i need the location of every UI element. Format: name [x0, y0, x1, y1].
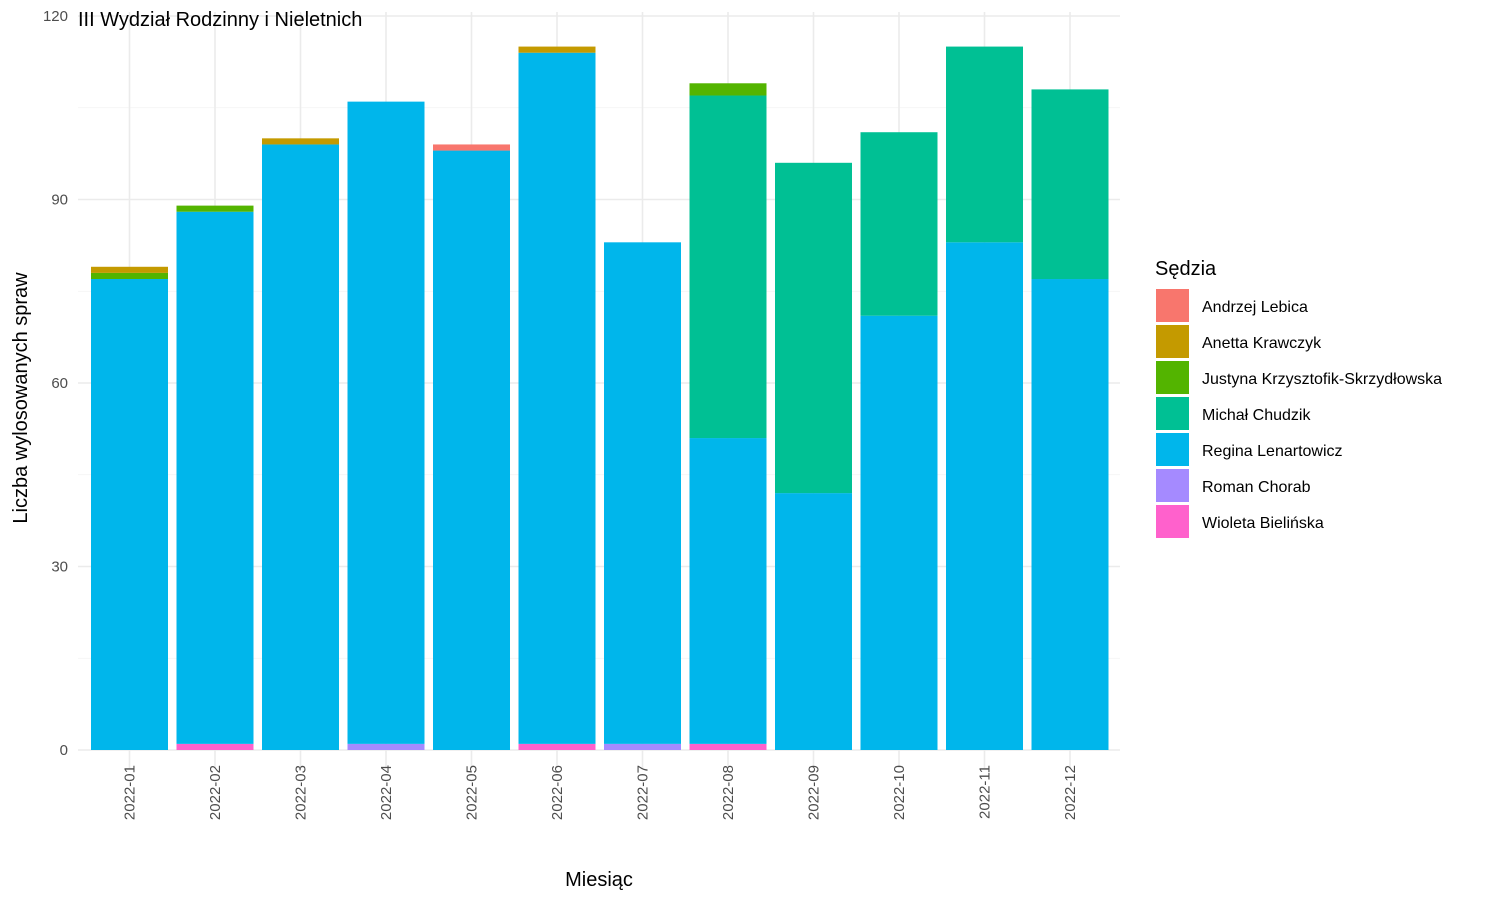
y-tick-label: 30: [51, 559, 68, 576]
x-tick-label: 2022-08: [720, 765, 737, 820]
bar-segment: [91, 279, 168, 750]
bar-segment: [946, 242, 1023, 751]
bar-segment: [518, 46, 596, 53]
legend-label: Regina Lenartowicz: [1202, 443, 1343, 460]
bar-segment: [262, 144, 339, 750]
bar-segment: [860, 315, 938, 750]
x-tick-label: 2022-12: [1062, 765, 1079, 820]
bar-segment: [689, 95, 767, 439]
y-tick-label: 60: [51, 375, 68, 392]
bar-segment: [860, 132, 938, 316]
y-axis-ticks: 0 30 60 90 120: [43, 8, 68, 759]
legend-title: Sędzia: [1155, 258, 1217, 280]
bar-segment: [176, 211, 254, 744]
x-axis-ticks: 2022-01 2022-02 2022-03 2022-04 2022-05 2022-…: [122, 765, 1080, 820]
bar-segment: [946, 46, 1023, 243]
legend-label: Michał Chudzik: [1202, 407, 1311, 424]
bar-segment: [433, 150, 510, 751]
y-tick-label: 0: [60, 742, 68, 759]
bar-segment: [433, 144, 510, 151]
x-tick-label: 2022-07: [635, 765, 652, 820]
bar-segment: [604, 743, 681, 750]
legend-label: Roman Chorab: [1202, 479, 1311, 496]
legend-swatch: [1156, 505, 1189, 538]
x-tick-label: 2022-09: [806, 765, 823, 820]
legend-swatch: [1156, 433, 1189, 466]
bar-segment: [604, 242, 681, 744]
legend-swatch: [1156, 325, 1189, 358]
bar-segment: [176, 743, 254, 750]
bar-segment: [689, 438, 767, 744]
bar-segment: [1031, 89, 1109, 280]
x-tick-label: 2022-01: [122, 765, 139, 820]
legend-swatch: [1156, 397, 1189, 430]
x-tick-label: 2022-03: [293, 765, 310, 820]
legend-label: Justyna Krzysztofik-Skrzydłowska: [1202, 371, 1442, 388]
x-tick-label: 2022-06: [549, 765, 566, 820]
bar-segment: [91, 266, 168, 273]
y-tick-label: 120: [43, 8, 68, 25]
x-tick-label: 2022-05: [464, 765, 481, 820]
bar-segment: [689, 83, 767, 96]
x-tick-label: 2022-02: [207, 765, 224, 820]
bar-segment: [689, 743, 767, 750]
legend-label: Andrzej Lebica: [1202, 299, 1308, 316]
bar-segment: [347, 101, 425, 744]
legend-swatch: [1156, 361, 1189, 394]
bar-segment: [775, 493, 852, 750]
x-tick-label: 2022-10: [891, 765, 908, 820]
bar-segment: [1031, 279, 1109, 750]
legend-swatch: [1156, 289, 1189, 322]
legend: Sędzia Andrzej Lebica Anetta Krawczyk Just…: [1155, 258, 1442, 538]
legend-label: Wioleta Bielińska: [1202, 515, 1324, 532]
x-tick-label: 2022-04: [378, 765, 395, 820]
bar-segment: [518, 743, 596, 750]
y-axis-title: Liczba wylosowanych spraw: [10, 272, 32, 524]
x-tick-label: 2022-11: [977, 765, 994, 819]
bar-segment: [176, 205, 254, 212]
bar-segment: [91, 272, 168, 280]
legend-swatch: [1156, 469, 1189, 502]
x-axis-title: Miesiąc: [565, 869, 633, 891]
bars: [91, 46, 1109, 751]
bar-segment: [262, 138, 339, 145]
legend-label: Anetta Krawczyk: [1202, 335, 1322, 352]
y-tick-label: 90: [51, 192, 68, 209]
bar-segment: [518, 52, 596, 744]
bar-segment: [347, 743, 425, 750]
chart-title: III Wydział Rodzinny i Nieletnich: [78, 9, 362, 31]
bar-segment: [775, 162, 852, 494]
